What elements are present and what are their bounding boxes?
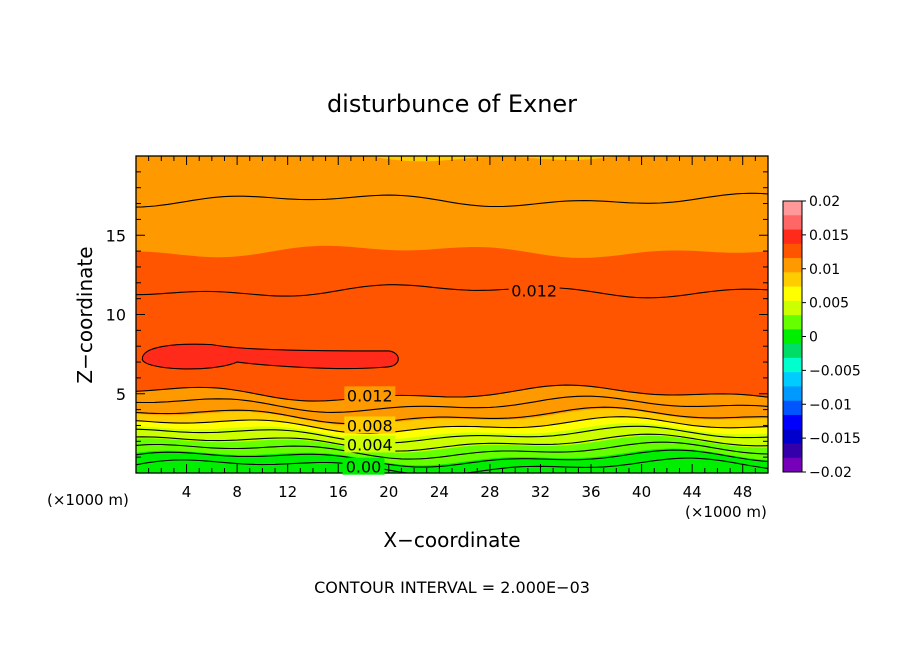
x-tick-label: 32 xyxy=(531,483,550,501)
colorbar-segment xyxy=(783,258,802,273)
colorbar-segment xyxy=(783,201,802,216)
colorbar-labels: 0.02 0.015 0.01 0.005 0 −0.005 −0.01 −0.015 −0.0… xyxy=(802,194,861,481)
colorbar-segment xyxy=(783,229,802,245)
colorbar-tick-label: 0.015 xyxy=(809,228,849,244)
contour-label: 0.008 xyxy=(347,416,393,435)
colorbar-tick-label: 0 xyxy=(809,330,818,346)
colorbar-tick-label: 0.02 xyxy=(809,194,840,210)
contour-line xyxy=(136,441,768,460)
contour-line xyxy=(136,433,768,452)
contour-line xyxy=(136,192,768,208)
x-tick-label: 48 xyxy=(733,483,752,501)
contour-label-bg xyxy=(342,457,385,475)
x-tick-label: 44 xyxy=(683,483,702,501)
colorbar-segment xyxy=(783,272,802,288)
contour-label: 0.004 xyxy=(347,435,393,454)
colorbar-segment xyxy=(783,400,802,416)
contour-line xyxy=(136,384,768,402)
colorbar-segment xyxy=(783,329,802,345)
x-tick-label: 16 xyxy=(329,483,348,501)
colorbar-segment xyxy=(783,300,802,316)
colorbar-segment xyxy=(783,457,802,473)
contour-line xyxy=(136,395,768,413)
contour-line xyxy=(136,406,768,425)
colorbar-segment xyxy=(783,215,802,231)
contour-label-bg xyxy=(344,416,396,434)
filled-contours xyxy=(136,156,768,473)
colorbar-segment xyxy=(783,315,802,330)
colorbar-tick-label: −0.01 xyxy=(809,397,852,413)
chart-title: disturbunce of Exner xyxy=(327,90,577,118)
y-tick-label: 10 xyxy=(106,306,126,325)
y-tick-label: 5 xyxy=(116,385,126,404)
contour-line xyxy=(136,425,768,444)
contour-interval-note: CONTOUR INTERVAL = 2.000E−03 xyxy=(314,578,590,597)
x-tick-label: 24 xyxy=(430,483,449,501)
colorbar-segment xyxy=(783,414,802,430)
x-tick-label: 4 xyxy=(182,483,192,501)
x-tick-label: 12 xyxy=(278,483,297,501)
y-tick-labels: 5 10 15 xyxy=(106,226,126,404)
contour-line xyxy=(136,457,768,473)
x-tick-label: 20 xyxy=(379,483,398,501)
colorbar-segment xyxy=(783,429,802,444)
contour-label-bg xyxy=(508,281,560,299)
colorbar-tick-label: −0.015 xyxy=(809,431,861,447)
colorbar xyxy=(782,200,803,473)
x-tick-label: 28 xyxy=(480,483,499,501)
contour-line xyxy=(136,284,768,299)
colorbar-tick-label: −0.02 xyxy=(809,465,852,481)
colorbar-tick-label: 0.005 xyxy=(809,296,849,312)
colorbar-segment xyxy=(783,386,802,402)
contour-label: 0.012 xyxy=(511,282,557,301)
contour-lines xyxy=(136,192,768,473)
colorbar-segment xyxy=(783,372,802,387)
x-tick-label: 8 xyxy=(232,483,242,501)
contour-label: 0.00 xyxy=(346,458,382,477)
x-tick-label: 40 xyxy=(632,483,651,501)
colorbar-tick-label: 0.01 xyxy=(809,262,840,278)
contour-line xyxy=(136,449,768,468)
contour-label-bg xyxy=(344,386,396,404)
colorbar-segment xyxy=(783,243,802,259)
contour-label-bg xyxy=(344,435,396,453)
y-tick-label: 15 xyxy=(106,226,126,245)
contour-label: 0.012 xyxy=(347,386,393,405)
axis-ticks xyxy=(136,156,768,473)
x-tick-label: 36 xyxy=(581,483,600,501)
colorbar-segment xyxy=(783,443,802,459)
colorbar-segment xyxy=(783,286,802,302)
colorbar-tick-label: −0.005 xyxy=(809,363,861,379)
colorbar-segment xyxy=(783,343,802,359)
local-maximum-region xyxy=(141,343,399,370)
x-axis-label: X−coordinate xyxy=(383,528,520,552)
x-tick-labels: 4 8 12 16 20 24 28 32 36 40 44 48 xyxy=(182,483,752,501)
local-maximum-contour xyxy=(141,343,399,370)
contour-band xyxy=(368,156,768,162)
y-unit-label: (×1000 m) xyxy=(47,491,129,509)
colorbar-segment xyxy=(783,357,802,373)
contour-band xyxy=(136,156,768,211)
contour-line xyxy=(136,416,768,434)
y-axis-label: Z−coordinate xyxy=(73,246,97,383)
x-unit-label: (×1000 m) xyxy=(685,503,767,521)
